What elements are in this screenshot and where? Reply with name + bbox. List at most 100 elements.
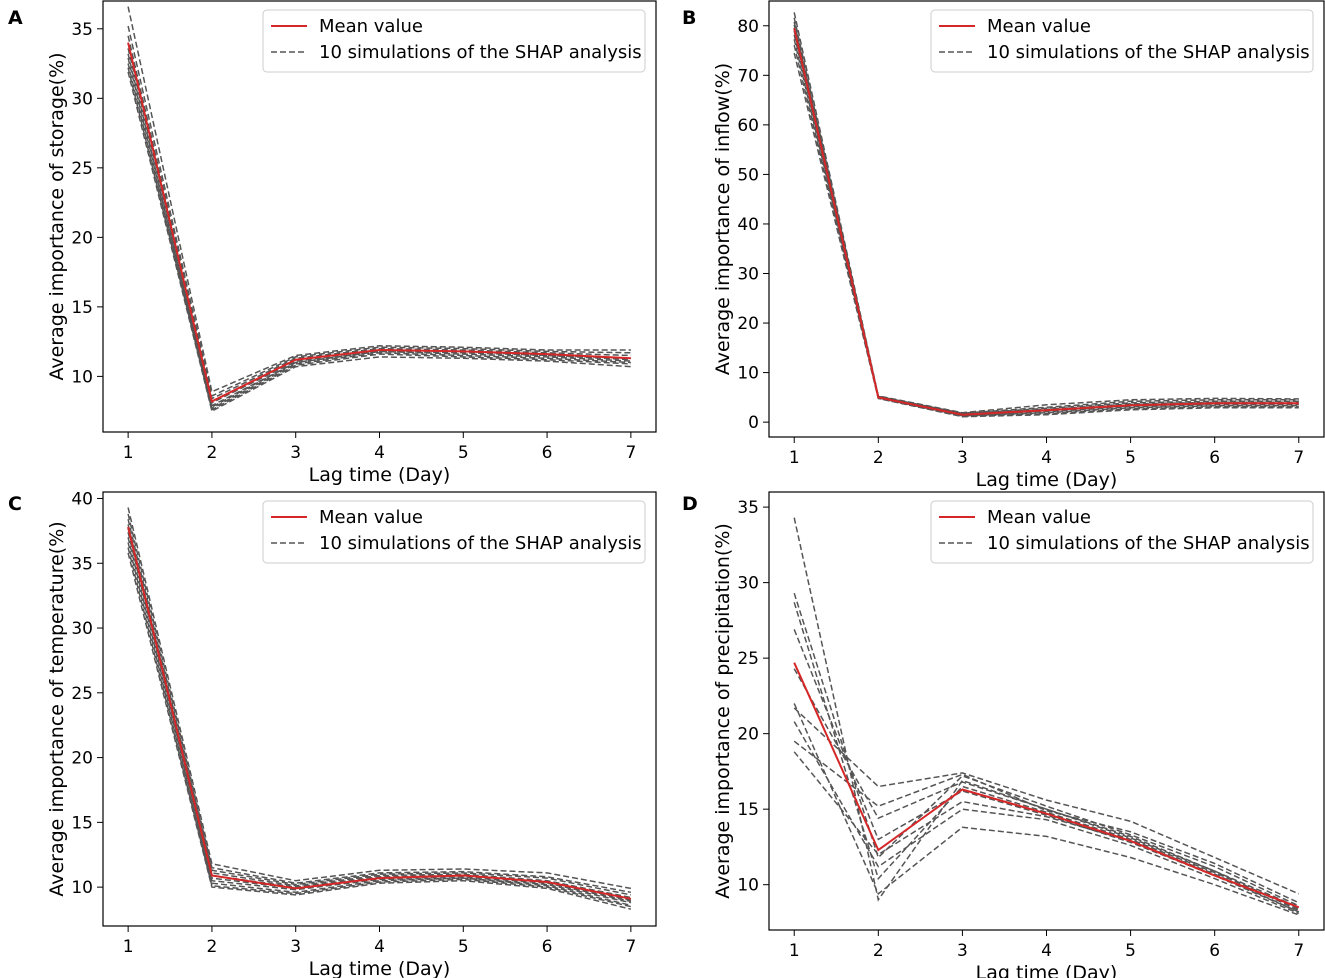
x-tick-label: 3 [290, 443, 301, 463]
y-tick-label: 10 [737, 876, 759, 896]
y-tick-label: 10 [71, 878, 93, 898]
simulation-line-4 [793, 629, 1300, 913]
panel-letter: C [8, 493, 22, 515]
y-tick-label: 20 [737, 725, 759, 745]
y-tick-label: 15 [71, 813, 93, 833]
panel-D: D 10 15 20 25 30 35 1 2 3 4 5 6 7 Lag time (Day) Averag… [682, 491, 1325, 978]
simulation-line-8 [793, 721, 1300, 915]
simulation-line-3 [793, 602, 1300, 910]
y-tick-label: 25 [71, 159, 93, 179]
simulation-line-8 [127, 542, 632, 907]
y-axis-label: Average importance of inflow(%) [712, 63, 734, 375]
x-tick-label: 1 [123, 443, 134, 463]
mean-line [793, 662, 1300, 909]
x-axis-label: Lag time (Day) [309, 958, 451, 978]
x-tick-label: 1 [789, 448, 800, 468]
y-tick-label: 35 [737, 498, 759, 518]
y-tick-label: 70 [737, 66, 759, 86]
y-tick-label: 40 [737, 215, 759, 235]
legend-sim-label: 10 simulations of the SHAP analysis [319, 42, 642, 63]
x-axis-label: Lag time (Day) [976, 962, 1118, 978]
x-tick-label: 2 [207, 443, 218, 463]
simulation-line-1 [127, 507, 632, 890]
y-tick-label: 35 [71, 554, 93, 574]
mean-line [793, 28, 1299, 416]
legend-sim-label: 10 simulations of the SHAP analysis [987, 42, 1310, 63]
y-tick-label: 30 [71, 89, 93, 109]
y-tick-label: 80 [737, 17, 759, 37]
y-tick-label: 30 [737, 265, 759, 285]
x-tick-label: 5 [1125, 941, 1136, 961]
y-tick-label: 30 [737, 574, 759, 594]
simulation-line-9 [127, 67, 631, 411]
legend-mean-label: Mean value [987, 507, 1091, 528]
x-tick-label: 6 [542, 443, 553, 463]
x-tick-label: 3 [290, 937, 301, 957]
y-tick-label: 30 [71, 619, 93, 639]
simulation-line-2 [127, 25, 631, 397]
x-tick-label: 7 [1293, 448, 1304, 468]
x-axis-label: Lag time (Day) [976, 469, 1118, 491]
simulation-line-10 [127, 71, 631, 413]
x-tick-label: 3 [957, 941, 968, 961]
simulation-line-2 [793, 592, 1300, 907]
simulation-line-6 [793, 703, 1300, 916]
x-tick-label: 2 [873, 448, 884, 468]
simulation-line-2 [793, 17, 1299, 414]
x-tick-label: 7 [625, 937, 636, 957]
panel-letter: B [682, 7, 696, 29]
legend-mean-label: Mean value [319, 507, 423, 528]
x-tick-label: 1 [123, 937, 134, 957]
x-tick-label: 6 [1209, 448, 1220, 468]
simulation-line-1 [127, 6, 631, 393]
simulation-line-10 [127, 552, 632, 910]
panel-B: B 0 10 20 30 40 50 60 70 80 1 2 3 4 5 6 7 Lag time (Day) A… [682, 0, 1325, 491]
x-tick-label: 4 [1041, 448, 1052, 468]
simulation-line-9 [793, 740, 1300, 904]
mean-line [127, 526, 632, 900]
panel-C: C 10 15 20 25 30 35 40 1 2 3 4 5 6 7 Lag time (Day) Aver… [8, 489, 657, 978]
simulation-line-7 [127, 537, 632, 904]
y-tick-label: 20 [71, 228, 93, 248]
legend-box [262, 500, 646, 564]
x-tick-label: 3 [957, 448, 968, 468]
x-tick-label: 4 [374, 937, 385, 957]
panel-letter: D [682, 493, 698, 515]
legend-mean-label: Mean value [319, 16, 423, 37]
simulation-line-7 [127, 57, 631, 409]
simulation-line-3 [127, 35, 631, 400]
y-axis-label: Average importance of storage(%) [46, 52, 68, 380]
y-tick-label: 10 [71, 367, 93, 387]
x-tick-label: 4 [1041, 941, 1052, 961]
x-tick-label: 7 [1293, 941, 1304, 961]
x-axis-label: Lag time (Day) [309, 464, 451, 486]
y-tick-label: 40 [71, 489, 93, 509]
simulation-line-4 [127, 524, 632, 899]
x-tick-label: 6 [1209, 941, 1220, 961]
y-tick-label: 50 [737, 165, 759, 185]
y-tick-label: 15 [737, 800, 759, 820]
x-tick-label: 5 [1125, 448, 1136, 468]
legend-box [262, 9, 646, 73]
legend-sim-label: 10 simulations of the SHAP analysis [987, 533, 1310, 554]
panel-A: A 10 15 20 25 30 35 1 2 3 4 5 6 7 Lag time (Day) Averag… [8, 0, 657, 486]
y-tick-label: 20 [71, 749, 93, 769]
simulation-line-10 [793, 751, 1300, 913]
simulation-line-5 [793, 668, 1300, 908]
y-axis-label: Average importance of temperature(%) [46, 521, 68, 896]
y-tick-label: 25 [71, 684, 93, 704]
y-tick-label: 60 [737, 116, 759, 136]
x-tick-label: 7 [625, 443, 636, 463]
simulation-line-3 [793, 21, 1299, 415]
panel-letter: A [8, 7, 23, 29]
simulation-line-4 [127, 42, 631, 403]
legend-box [930, 9, 1314, 73]
simulation-line-2 [127, 513, 632, 894]
y-tick-label: 25 [737, 649, 759, 669]
legend-sim-label: 10 simulations of the SHAP analysis [319, 533, 642, 554]
y-tick-label: 35 [71, 20, 93, 40]
x-tick-label: 6 [542, 937, 553, 957]
legend-mean-label: Mean value [987, 16, 1091, 37]
x-tick-label: 2 [873, 941, 884, 961]
